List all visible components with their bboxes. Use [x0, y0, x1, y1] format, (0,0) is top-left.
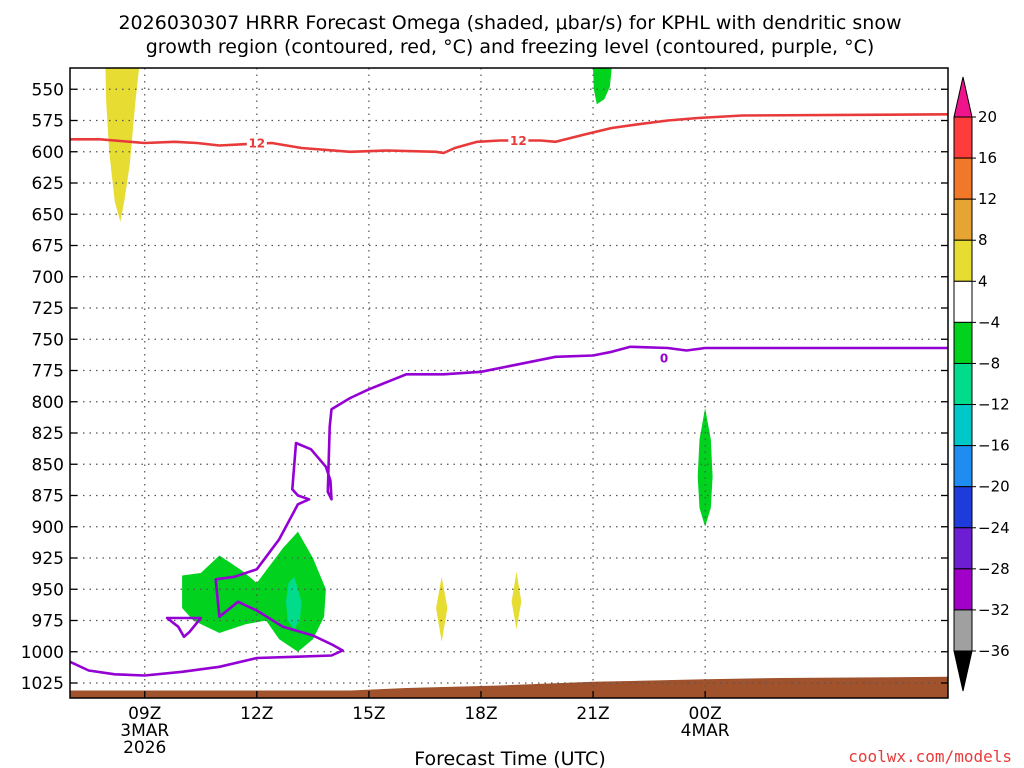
- credit-text: coolwx.com/models: [848, 747, 1012, 766]
- colorbar-band-7: [953, 362, 973, 406]
- colorbar-label-8: −12: [978, 396, 1010, 414]
- y-tick-label-550: 550: [32, 80, 64, 100]
- colorbar-label-7: −8: [978, 354, 1000, 372]
- y-tick-label-800: 800: [32, 393, 64, 413]
- colorbar: 20 16 12 8 4 −4 −8 −12 −16 −20 −24 −28 −32 −36: [953, 76, 1010, 692]
- colorbar-band-13: [953, 609, 973, 652]
- colorbar-label-11: −24: [978, 519, 1010, 537]
- colorbar-label-3: 12: [978, 190, 997, 208]
- y-tick-label-750: 750: [32, 330, 64, 350]
- terrain-layer: [70, 676, 948, 698]
- contour-label-bg-1-2: [508, 133, 529, 148]
- colorbar-band-1: [953, 116, 973, 159]
- y-tick-label-600: 600: [32, 143, 64, 163]
- omega-region-2: [593, 68, 612, 105]
- omega-shading: [105, 68, 713, 652]
- colorbar-band-12: [953, 568, 973, 611]
- y-tick-label-875: 875: [32, 487, 64, 507]
- contour-line-3: [165, 616, 203, 639]
- colorbar-label-12: −28: [978, 560, 1010, 578]
- chart-title-line-1: 2026030307 HRRR Forecast Omega (shaded, …: [118, 12, 901, 34]
- contour-label-2-1: 0: [660, 352, 668, 366]
- colorbar-band-3: [953, 198, 973, 241]
- chart-title: 2026030307 HRRR Forecast Omega (shaded, …: [118, 12, 901, 58]
- x-tick-label-21-1: 21Z: [576, 704, 609, 724]
- y-tick-label-725: 725: [32, 299, 64, 319]
- colorbar-label-2: 16: [978, 149, 997, 167]
- contour-line-2: [70, 345, 948, 677]
- colorbar-band-4: [953, 239, 973, 282]
- plot-frame: [69, 67, 949, 699]
- x-tick-label-24-2: 4MAR: [681, 721, 730, 741]
- colorbar-label-14: −36: [978, 642, 1010, 660]
- colorbar-band-9: [953, 445, 973, 488]
- omega-region-1: [105, 68, 140, 222]
- contour-label-bg-1-1: [246, 136, 267, 150]
- colorbar-label-6: −4: [978, 313, 1000, 331]
- omega-region-3: [697, 408, 713, 527]
- colorbar-band-11: [953, 527, 973, 570]
- colorbar-label-13: −32: [978, 601, 1010, 619]
- omega-region-6: [436, 576, 448, 642]
- x-tick-label-9-2: 3MAR: [120, 721, 169, 741]
- x-tick-label-12-1: 12Z: [240, 704, 273, 724]
- y-tick-label-825: 825: [32, 424, 64, 444]
- y-tick-label-975: 975: [32, 612, 64, 632]
- colorbar-band-2: [953, 157, 973, 200]
- y-tick-label-775: 775: [32, 362, 64, 382]
- colorbar-band-8: [953, 404, 973, 447]
- x-tick-label-9-1: 09Z: [128, 704, 161, 724]
- colorbar-label-1: 20: [978, 108, 997, 126]
- omega-region-5: [286, 576, 302, 630]
- colorbar-bottom-arrow: [953, 650, 973, 692]
- chart-title-line-2: growth region (contoured, red, °C) and f…: [146, 36, 875, 58]
- colorbar-label-10: −20: [978, 478, 1010, 496]
- colorbar-band-10: [953, 486, 973, 529]
- contour-label-bg-2-1: [654, 351, 675, 365]
- y-tick-label-950: 950: [32, 580, 64, 600]
- colorbar-label-4: 8: [978, 231, 988, 249]
- y-tick-label-1000: 1000: [21, 643, 64, 663]
- y-tick-label-900: 900: [32, 518, 64, 538]
- y-tick-label-650: 650: [32, 205, 64, 225]
- pressure-axis: 550 575 600 625 650 675 700 725 750 775 800 825 850 8…: [21, 80, 948, 694]
- grid-lines: [70, 68, 948, 698]
- colorbar-band-5: [953, 280, 973, 323]
- contour-label-1-2: 12: [510, 134, 527, 148]
- x-tick-label-18-1: 18Z: [464, 704, 497, 724]
- contour-lines: 12 12 0: [70, 113, 948, 677]
- colorbar-top-arrow: [953, 76, 973, 118]
- x-tick-label-24-1: 00Z: [689, 704, 722, 724]
- contour-label-1-1: 12: [248, 137, 265, 151]
- x-axis-title: Forecast Time (UTC): [414, 748, 605, 768]
- y-tick-label-575: 575: [32, 112, 64, 132]
- x-tick-label-9-3: 2026: [123, 738, 166, 758]
- y-tick-label-625: 625: [32, 174, 64, 194]
- colorbar-label-5: 4: [978, 272, 988, 290]
- y-tick-label-675: 675: [32, 237, 64, 257]
- x-tick-label-15-1: 15Z: [352, 704, 385, 724]
- y-tick-label-1025: 1025: [21, 674, 64, 694]
- contour-line-1: [70, 113, 948, 155]
- terrain-fill: [70, 676, 948, 698]
- y-tick-label-925: 925: [32, 549, 64, 569]
- y-tick-label-700: 700: [32, 268, 64, 288]
- colorbar-band-6: [953, 321, 973, 364]
- colorbar-label-9: −16: [978, 437, 1010, 455]
- y-tick-label-850: 850: [32, 455, 64, 475]
- omega-region-7: [511, 571, 522, 630]
